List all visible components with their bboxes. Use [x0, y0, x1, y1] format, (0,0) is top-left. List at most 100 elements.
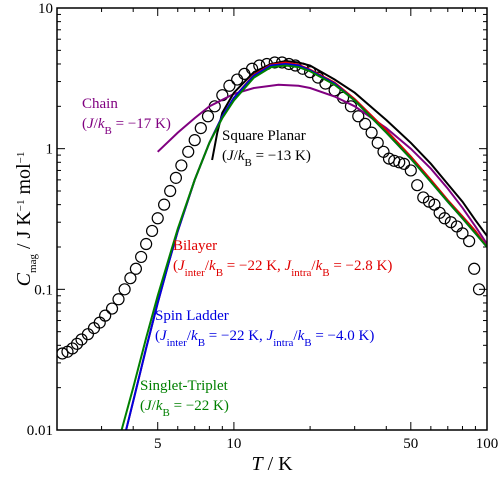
curve: [157, 83, 487, 245]
text-part: k: [156, 398, 163, 414]
text-part: Spin Ladder: [155, 308, 229, 324]
plot-frame: [56, 7, 488, 431]
y-tick-label: 1: [46, 142, 54, 158]
data-point: [393, 156, 406, 169]
text-part: J: [267, 328, 275, 344]
data-point: [359, 117, 372, 130]
x-tick-label: 10: [226, 436, 241, 452]
text-part: k: [209, 258, 216, 274]
curve-label: (J/kB = −22 K): [140, 398, 229, 419]
curve-label: Singlet-Triplet: [140, 378, 229, 394]
data-point: [365, 126, 378, 139]
text-part: = −22 K,: [205, 328, 267, 344]
curve-label: Chain: [82, 96, 118, 112]
data-point: [182, 145, 195, 158]
curve-label: (Jinter/kB = −22 K, Jintra/kB = −2.8 K): [173, 258, 392, 279]
text-part: J: [87, 116, 95, 132]
text-part: inter: [167, 337, 187, 349]
data-point: [66, 342, 79, 355]
text-part: −1: [15, 152, 27, 164]
text-part: /: [311, 258, 316, 274]
data-point: [70, 337, 84, 350]
data-point: [99, 309, 112, 322]
text-part: = −4.0 K): [312, 328, 375, 344]
text-part: k: [191, 328, 198, 344]
text-part: (: [82, 116, 87, 132]
text-part: (: [173, 258, 178, 274]
text-part: C: [13, 272, 35, 286]
curve-label: Square Planar: [222, 128, 306, 144]
data-point: [135, 250, 148, 264]
data-point: [151, 212, 164, 225]
data-point: [140, 237, 153, 251]
text-part: B: [245, 157, 252, 169]
text-part: intra: [273, 337, 293, 349]
data-point: [456, 227, 469, 240]
text-part: /: [187, 328, 192, 344]
text-part: J: [178, 258, 186, 274]
text-part: J: [227, 148, 235, 164]
x-tick-label: 5: [154, 436, 162, 452]
text-part: J: [145, 398, 153, 414]
text-part: mol: [13, 163, 35, 200]
text-part: B: [216, 267, 223, 279]
text-part: B: [163, 407, 170, 419]
text-part: k: [298, 328, 305, 344]
text-part: Square Planar: [222, 128, 306, 144]
data-point: [371, 136, 384, 149]
text-part: = −22 K): [170, 398, 229, 414]
data-point: [201, 110, 215, 123]
text-part: /: [152, 398, 157, 414]
data-point: [411, 179, 424, 192]
text-part: = −13 K): [252, 148, 311, 164]
text-part: intra: [291, 267, 311, 279]
data-point: [188, 134, 201, 147]
text-part: / K: [263, 453, 294, 475]
text-part: (: [222, 148, 227, 164]
data-point: [468, 262, 481, 275]
data-point: [397, 157, 411, 170]
text-part: /: [94, 116, 99, 132]
data-point: [377, 145, 390, 158]
x-tick-label: 50: [403, 436, 418, 452]
x-axis-label: T / K: [251, 453, 293, 475]
data-point: [129, 262, 143, 275]
text-part: (: [140, 398, 145, 414]
text-part: k: [98, 116, 105, 132]
text-part: T: [251, 453, 264, 475]
y-axis-label: Cmag / J K−1 mol−1: [13, 152, 39, 287]
text-part: Singlet-Triplet: [140, 378, 229, 394]
data-point: [124, 272, 137, 285]
data-point: [194, 122, 207, 135]
data-point: [175, 159, 188, 172]
y-tick-label: 0.1: [34, 282, 53, 298]
curve: [211, 59, 487, 237]
text-part: /: [205, 258, 210, 274]
data-point: [105, 302, 119, 315]
text-part: mag: [27, 254, 39, 273]
data-point: [472, 283, 486, 296]
text-part: B: [322, 267, 329, 279]
x-tick-label: 100: [476, 436, 499, 452]
data-point: [463, 235, 476, 248]
data-point: [404, 164, 417, 177]
text-part: J: [160, 328, 168, 344]
text-part: /: [293, 328, 298, 344]
text-part: B: [304, 337, 311, 349]
text-part: Chain: [82, 96, 118, 112]
text-part: = −2.8 K): [330, 258, 393, 274]
text-part: k: [316, 258, 323, 274]
text-part: Bilayer: [173, 238, 217, 254]
text-part: = −17 K): [112, 116, 171, 132]
data-point: [57, 347, 69, 360]
text-part: −1: [15, 200, 27, 212]
data-point: [145, 224, 159, 238]
data-point: [158, 198, 171, 211]
text-part: B: [105, 125, 112, 137]
text-part: k: [238, 148, 245, 164]
curve-label: (Jinter/kB = −22 K, Jintra/kB = −4.0 K): [155, 328, 374, 349]
data-point: [164, 184, 177, 198]
data-point: [118, 283, 131, 296]
